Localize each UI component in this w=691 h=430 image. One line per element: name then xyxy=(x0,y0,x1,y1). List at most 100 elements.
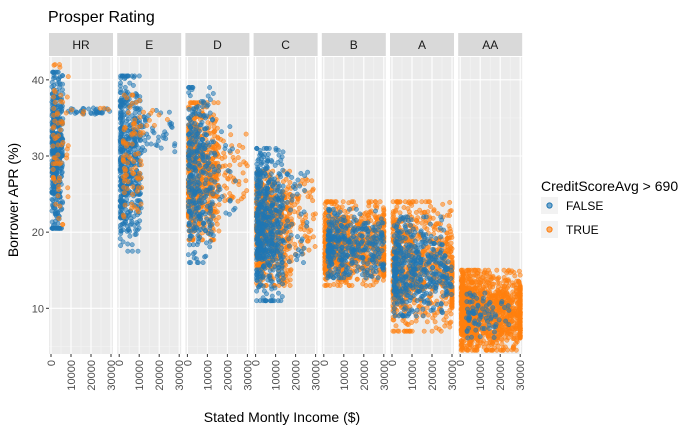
data-point-true xyxy=(60,222,66,227)
data-point-false xyxy=(355,264,361,270)
data-point-true xyxy=(342,208,348,214)
data-point-false xyxy=(197,200,203,206)
data-point-false xyxy=(295,234,300,240)
data-point-true xyxy=(134,175,140,181)
data-point-true xyxy=(227,162,233,168)
data-point-false xyxy=(169,121,175,127)
facet-strip-label: A xyxy=(418,38,426,52)
data-point-true xyxy=(137,114,143,120)
data-point-true xyxy=(124,186,130,192)
data-point-false xyxy=(265,214,271,220)
data-point-true xyxy=(380,273,386,278)
data-point-true xyxy=(431,227,437,232)
data-point-true xyxy=(427,199,433,205)
data-point-true xyxy=(128,156,134,162)
data-point-false xyxy=(118,243,124,249)
data-point-false xyxy=(54,167,60,173)
data-point-false xyxy=(122,84,128,90)
x-tick-label: 0 xyxy=(319,360,331,366)
data-point-false xyxy=(153,142,159,148)
data-point-false xyxy=(301,209,307,215)
data-point-true xyxy=(121,190,127,196)
data-point-false xyxy=(286,243,292,249)
data-point-true xyxy=(340,199,346,205)
data-point-false xyxy=(125,241,131,247)
data-point-true xyxy=(57,203,63,209)
data-point-true xyxy=(50,132,56,138)
data-point-true xyxy=(69,107,75,113)
data-point-true xyxy=(222,154,228,160)
data-point-false xyxy=(276,198,282,203)
data-point-false xyxy=(343,225,349,230)
data-point-false xyxy=(326,213,332,219)
data-point-true xyxy=(56,187,61,192)
data-point-false xyxy=(335,240,341,246)
data-point-false xyxy=(190,164,196,170)
data-point-false xyxy=(361,247,367,253)
data-point-false xyxy=(189,130,195,136)
data-point-false xyxy=(354,268,360,274)
data-point-false xyxy=(187,117,193,123)
data-point-false xyxy=(57,104,63,110)
data-point-false xyxy=(193,217,198,223)
chart-title: Prosper Rating xyxy=(48,9,155,26)
data-point-false xyxy=(342,235,347,241)
data-point-true xyxy=(298,224,304,230)
data-point-false xyxy=(364,270,370,276)
data-point-false xyxy=(272,162,278,168)
data-point-false xyxy=(292,181,298,187)
data-point-false xyxy=(144,141,150,147)
data-point-true xyxy=(64,155,70,161)
data-point-false xyxy=(132,73,138,79)
data-point-false xyxy=(356,247,362,253)
data-point-false xyxy=(197,188,202,194)
data-point-true xyxy=(125,179,131,185)
data-point-false xyxy=(336,236,342,242)
data-point-false xyxy=(264,291,269,297)
data-point-true xyxy=(306,247,312,253)
data-point-true xyxy=(214,142,220,148)
data-point-true xyxy=(366,200,372,206)
data-point-true xyxy=(304,238,310,244)
data-point-true xyxy=(56,215,62,221)
data-point-false xyxy=(200,141,206,147)
data-point-false xyxy=(207,185,213,190)
data-point-false xyxy=(207,172,213,178)
data-point-false xyxy=(227,198,233,204)
data-point-false xyxy=(92,111,98,117)
data-point-true xyxy=(211,124,217,130)
data-point-false xyxy=(263,145,269,151)
data-point-false xyxy=(210,164,216,170)
data-point-true xyxy=(60,140,66,145)
data-point-false xyxy=(172,149,178,155)
x-tick-label: 20000 xyxy=(154,360,166,391)
data-point-false xyxy=(119,221,125,227)
data-point-false xyxy=(376,221,381,227)
data-point-false xyxy=(127,233,133,239)
data-point-true xyxy=(447,199,453,205)
data-point-false xyxy=(231,207,237,213)
data-point-false xyxy=(261,246,267,252)
data-point-false xyxy=(341,257,347,263)
data-point-false xyxy=(189,212,195,218)
data-point-false xyxy=(188,260,194,266)
data-point-false xyxy=(301,260,306,266)
data-point-false xyxy=(289,221,295,227)
data-point-false xyxy=(260,263,266,269)
data-point-true xyxy=(211,100,217,106)
data-point-false xyxy=(372,224,378,230)
data-point-false xyxy=(196,161,202,166)
data-point-false xyxy=(258,178,263,184)
data-point-false xyxy=(295,247,301,253)
data-point-true xyxy=(134,188,140,194)
data-point-true xyxy=(122,202,128,208)
x-tick-label: 20000 xyxy=(222,360,234,391)
data-point-false xyxy=(186,153,191,159)
data-point-false xyxy=(256,201,262,207)
data-point-false xyxy=(50,225,56,231)
data-point-false xyxy=(276,277,281,283)
data-point-true xyxy=(141,109,146,115)
data-point-false xyxy=(134,93,140,99)
data-point-false xyxy=(136,225,142,231)
data-point-false xyxy=(197,234,203,240)
